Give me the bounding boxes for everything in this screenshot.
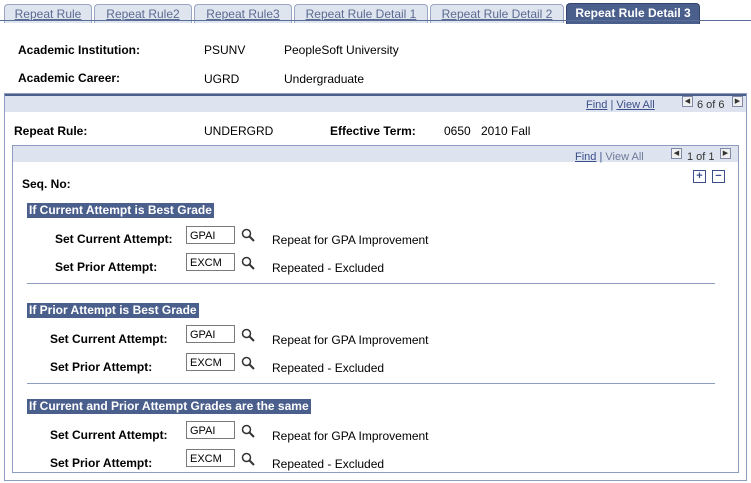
inner-nav-separator: | bbox=[599, 151, 603, 163]
section-title-current-best: If Current Attempt is Best Grade bbox=[27, 203, 214, 218]
institution-label: Academic Institution: bbox=[18, 43, 141, 57]
repeat-rule-label: Repeat Rule: bbox=[14, 124, 88, 138]
institution-name: PeopleSoft University bbox=[284, 43, 399, 57]
plus-icon: + bbox=[696, 170, 703, 182]
magnifier-icon[interactable] bbox=[241, 452, 255, 466]
effective-term-label: Effective Term: bbox=[330, 124, 416, 138]
repeat-detail-grid bbox=[12, 145, 739, 473]
triangle-right-icon: ▶ bbox=[722, 150, 729, 157]
set-prior-attempt-label: Set Prior Attempt: bbox=[50, 456, 153, 470]
inner-find-link[interactable]: Find bbox=[575, 151, 597, 163]
magnifier-icon[interactable] bbox=[241, 356, 255, 370]
tab-repeat-rule3[interactable]: Repeat Rule3 bbox=[194, 4, 292, 23]
tab-strip: Repeat Rule Repeat Rule2 Repeat Rule3 Re… bbox=[0, 2, 751, 24]
career-code: UGRD bbox=[204, 72, 240, 86]
outer-find-link[interactable]: Find bbox=[586, 99, 608, 111]
set-current-attempt-label: Set Current Attempt: bbox=[50, 428, 168, 442]
tab-baseline bbox=[0, 20, 751, 21]
set-current-attempt-desc: Repeat for GPA Improvement bbox=[272, 333, 429, 347]
tab-repeat-rule2[interactable]: Repeat Rule2 bbox=[94, 4, 192, 23]
add-row-button[interactable]: + bbox=[693, 170, 706, 183]
minus-icon: − bbox=[715, 170, 722, 182]
inner-count: 1 of 1 bbox=[687, 151, 715, 163]
inner-first-button[interactable]: ◀ bbox=[671, 148, 682, 159]
section-title-same-grade: If Current and Prior Attempt Grades are … bbox=[27, 399, 311, 414]
set-prior-attempt-label: Set Prior Attempt: bbox=[50, 360, 153, 374]
delete-row-button[interactable]: − bbox=[712, 170, 725, 183]
set-current-attempt-desc: Repeat for GPA Improvement bbox=[272, 233, 429, 247]
outer-nav: Find | View All bbox=[586, 99, 655, 111]
section-divider bbox=[27, 283, 715, 284]
outer-last-button[interactable]: ▶ bbox=[732, 96, 743, 107]
triangle-left-icon: ◀ bbox=[673, 150, 680, 157]
section-title-prior-best: If Prior Attempt is Best Grade bbox=[27, 303, 199, 318]
effective-term-desc: 2010 Fall bbox=[481, 124, 531, 138]
section-divider bbox=[27, 383, 715, 384]
tab-repeat-rule-detail-3[interactable]: Repeat Rule Detail 3 bbox=[566, 3, 700, 24]
outer-nav-separator: | bbox=[610, 99, 614, 111]
set-prior-attempt-desc: Repeated - Excluded bbox=[272, 261, 385, 275]
set-current-attempt-label: Set Current Attempt: bbox=[55, 232, 173, 246]
magnifier-icon[interactable] bbox=[241, 328, 255, 342]
repeat-detail-nav-bar bbox=[13, 146, 738, 162]
inner-last-button[interactable]: ▶ bbox=[720, 148, 731, 159]
tab-repeat-rule-detail-2[interactable]: Repeat Rule Detail 2 bbox=[430, 4, 564, 23]
institution-code: PSUNV bbox=[204, 43, 246, 57]
effective-term-code: 0650 bbox=[444, 124, 471, 138]
outer-count: 6 of 6 bbox=[697, 99, 725, 111]
magnifier-icon[interactable] bbox=[241, 228, 255, 242]
set-prior-attempt-input[interactable]: EXCM bbox=[186, 449, 235, 467]
tab-repeat-rule-detail-1[interactable]: Repeat Rule Detail 1 bbox=[294, 4, 428, 23]
set-prior-attempt-label: Set Prior Attempt: bbox=[55, 260, 158, 274]
seq-no-label: Seq. No: bbox=[22, 177, 71, 191]
set-current-attempt-input[interactable]: GPAI bbox=[186, 421, 235, 439]
inner-view-all-link[interactable]: View All bbox=[605, 151, 644, 163]
repeat-rule-value: UNDERGRD bbox=[204, 124, 274, 138]
tab-repeat-rule[interactable]: Repeat Rule bbox=[4, 4, 92, 23]
set-current-attempt-input[interactable]: GPAI bbox=[186, 325, 235, 343]
triangle-left-icon: ◀ bbox=[684, 98, 691, 105]
magnifier-icon[interactable] bbox=[241, 424, 255, 438]
set-prior-attempt-input[interactable]: EXCM bbox=[186, 253, 235, 271]
triangle-right-icon: ▶ bbox=[734, 98, 741, 105]
career-label: Academic Career: bbox=[18, 71, 121, 85]
magnifier-icon[interactable] bbox=[241, 256, 255, 270]
set-current-attempt-desc: Repeat for GPA Improvement bbox=[272, 429, 429, 443]
set-prior-attempt-desc: Repeated - Excluded bbox=[272, 361, 385, 375]
set-prior-attempt-desc: Repeated - Excluded bbox=[272, 457, 385, 471]
set-current-attempt-label: Set Current Attempt: bbox=[50, 332, 168, 346]
inner-nav: Find | View All bbox=[575, 151, 644, 163]
set-current-attempt-input[interactable]: GPAI bbox=[186, 226, 235, 244]
outer-first-button[interactable]: ◀ bbox=[682, 96, 693, 107]
repeat-rule-nav-bar bbox=[5, 96, 746, 112]
set-prior-attempt-input[interactable]: EXCM bbox=[186, 353, 235, 371]
outer-view-all-link[interactable]: View All bbox=[616, 99, 655, 111]
career-name: Undergraduate bbox=[284, 72, 365, 86]
